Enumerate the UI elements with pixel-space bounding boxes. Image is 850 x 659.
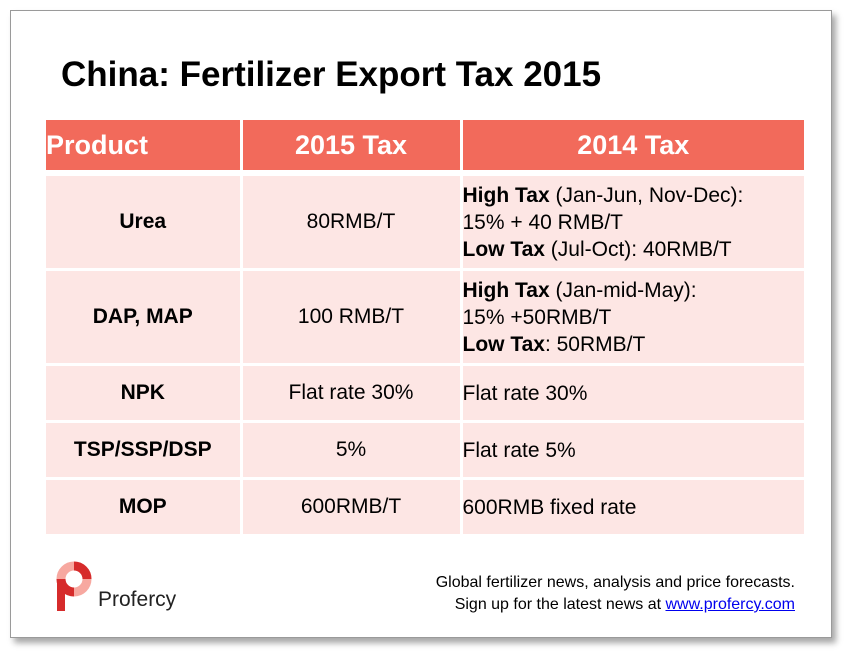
product-cell: MOP xyxy=(46,478,243,537)
footer-tagline: Global fertilizer news, analysis and pri… xyxy=(435,574,795,591)
high-tax-label: High Tax xyxy=(462,278,550,302)
low-tax-label: Low Tax xyxy=(462,332,545,356)
tax-2014-cell: High Tax (Jan-Jun, Nov-Dec): 15% + 40 RM… xyxy=(461,173,804,271)
high-tax-rate: 15% + 40 RMB/T xyxy=(462,210,623,234)
tax-2015-cell: 600RMB/T xyxy=(241,478,463,537)
header-2015-tax: 2015 Tax xyxy=(241,120,463,176)
website-link[interactable]: www.profercy.com xyxy=(665,596,795,613)
high-tax-period: (Jan-mid-May): xyxy=(549,278,697,302)
table-row: TSP/SSP/DSP 5% Flat rate 5% xyxy=(46,421,804,480)
tax-2014-cell: Flat rate 30% xyxy=(461,364,804,423)
table-row: DAP, MAP 100 RMB/T High Tax (Jan-mid-May… xyxy=(46,269,804,366)
export-tax-table: Product 2015 Tax 2014 Tax Urea 80RMB/T H… xyxy=(46,120,804,537)
profercy-logo-icon xyxy=(56,561,92,611)
tax-2015-cell: 100 RMB/T xyxy=(241,269,463,366)
product-cell: DAP, MAP xyxy=(46,269,243,366)
table-header-row: Product 2015 Tax 2014 Tax xyxy=(46,120,804,176)
table-row: MOP 600RMB/T 600RMB fixed rate xyxy=(46,478,804,537)
footer-text: Global fertilizer news, analysis and pri… xyxy=(436,572,795,616)
page-title: China: Fertilizer Export Tax 2015 xyxy=(61,55,602,94)
tax-2014-cell: Flat rate 5% xyxy=(461,421,804,480)
product-cell: NPK xyxy=(46,364,243,423)
tax-2015-cell: Flat rate 30% xyxy=(241,364,463,423)
table-row: NPK Flat rate 30% Flat rate 30% xyxy=(46,364,804,423)
header-product: Product xyxy=(46,120,243,176)
product-cell: Urea xyxy=(46,173,243,271)
high-tax-label: High Tax xyxy=(462,183,550,207)
table-row: Urea 80RMB/T High Tax (Jan-Jun, Nov-Dec)… xyxy=(46,173,804,271)
slide: China: Fertilizer Export Tax 2015 Produc… xyxy=(10,10,832,638)
low-tax-rate: : 50RMB/T xyxy=(544,332,646,356)
tax-2015-cell: 80RMB/T xyxy=(241,173,463,271)
tax-2014-cell: High Tax (Jan-mid-May): 15% +50RMB/T Low… xyxy=(461,269,804,366)
brand-name: Profercy xyxy=(98,588,177,611)
low-tax-rate: (Jul-Oct): 40RMB/T xyxy=(544,237,732,261)
high-tax-period: (Jan-Jun, Nov-Dec): xyxy=(549,183,744,207)
low-tax-label: Low Tax xyxy=(462,237,545,261)
product-cell: TSP/SSP/DSP xyxy=(46,421,243,480)
tax-2014-cell: 600RMB fixed rate xyxy=(461,478,804,537)
header-2014-tax: 2014 Tax xyxy=(461,120,804,176)
footer-signup-text: Sign up for the latest news at xyxy=(454,596,666,613)
high-tax-rate: 15% +50RMB/T xyxy=(462,305,612,329)
tax-2015-cell: 5% xyxy=(241,421,463,480)
profercy-logo[interactable]: Profercy xyxy=(56,561,176,613)
